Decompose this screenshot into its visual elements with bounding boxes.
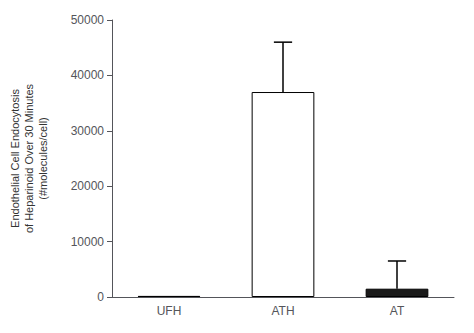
svg-text:(#molecules/cell): (#molecules/cell) — [37, 117, 49, 200]
svg-text:Endothelial Cell Endocytosis: Endothelial Cell Endocytosis — [9, 89, 21, 228]
svg-text:40000: 40000 — [71, 68, 105, 82]
svg-text:0: 0 — [97, 290, 104, 304]
svg-text:AT: AT — [390, 304, 405, 318]
svg-text:UFH: UFH — [157, 304, 182, 318]
svg-text:ATH: ATH — [271, 304, 294, 318]
svg-text:30000: 30000 — [71, 124, 105, 138]
svg-text:50000: 50000 — [71, 13, 105, 27]
svg-text:20000: 20000 — [71, 179, 105, 193]
svg-text:10000: 10000 — [71, 235, 105, 249]
svg-text:of Heparinoid Over 30 Minutes: of Heparinoid Over 30 Minutes — [23, 83, 35, 233]
